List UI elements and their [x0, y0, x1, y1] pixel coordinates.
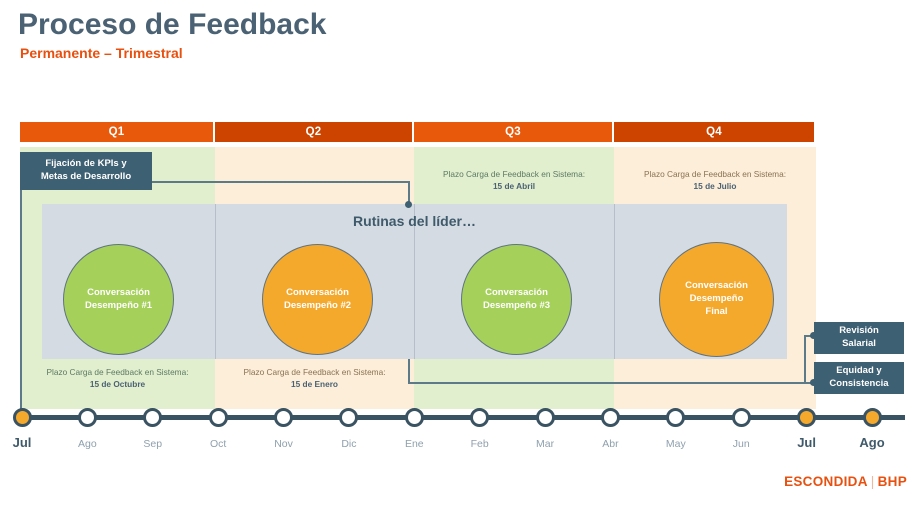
deadline-date: 15 de Octubre — [89, 379, 146, 390]
circle-title: Conversación — [286, 286, 349, 298]
timeline-label-may-10: May — [665, 438, 686, 450]
conversation-circle-4[interactable]: Conversación Desempeño Final — [659, 242, 774, 357]
deadline-text: Plazo Carga de Feedback en Sistema: — [243, 367, 386, 377]
callout-line2: Metas de Desarrollo — [40, 171, 132, 182]
connector-dot-routines — [405, 201, 412, 208]
callout-line1: Revisión — [839, 325, 879, 337]
band-divider-2 — [414, 204, 415, 359]
callout-line2: Consistencia — [829, 378, 889, 389]
circle-subtitle: Desempeño #1 — [84, 299, 153, 311]
timeline-node-mar-8[interactable] — [535, 408, 555, 427]
quarter-header-label: Q2 — [305, 126, 322, 138]
callout-revision-salarial[interactable]: Revisión Salarial — [814, 322, 904, 354]
quarter-header-label: Q4 — [706, 126, 722, 138]
timeline-label-abr-9: Abr — [602, 438, 619, 450]
timeline-label-oct-3: Oct — [209, 438, 227, 450]
timeline-label-jul-12: Jul — [797, 435, 816, 450]
timeline-rail — [20, 415, 905, 420]
circle-title: Conversación — [485, 286, 548, 298]
callout-equidad-consistencia[interactable]: Equidad y Consistencia — [814, 362, 904, 394]
timeline-node-dic-5[interactable] — [339, 408, 359, 427]
timeline-node-sep-2[interactable] — [143, 408, 163, 427]
brand-primary: ESCONDIDA — [784, 474, 868, 489]
band-divider-3 — [614, 204, 615, 359]
connector-band-horizontal — [408, 382, 812, 384]
connector-revision-vertical — [804, 335, 806, 383]
deadline-text: Plazo Carga de Feedback en Sistema: — [643, 169, 787, 179]
deadline-date: 15 de Enero — [290, 379, 339, 390]
callout-line1: Equidad y — [836, 365, 882, 377]
timeline-node-nov-4[interactable] — [274, 408, 294, 427]
page-title: Proceso de Feedback — [18, 8, 327, 41]
circle-subtitle: Desempeño #2 — [283, 299, 352, 311]
deadline-q4-top: Plazo Carga de Feedback en Sistema: 15 d… — [614, 168, 816, 193]
deadline-date: 15 de Julio — [693, 181, 737, 192]
timeline-node-jul-12[interactable] — [797, 408, 817, 427]
connector-dot-equidad — [810, 379, 817, 386]
timeline-label-ago-1: Ago — [78, 438, 97, 450]
quarter-header-label: Q1 — [108, 126, 125, 138]
timeline-node-ago-13[interactable] — [862, 408, 882, 427]
timeline-node-feb-7[interactable] — [470, 408, 490, 427]
timeline-node-abr-9[interactable] — [600, 408, 620, 427]
circle-subtitle: Desempeño — [689, 293, 744, 305]
conversation-circle-2[interactable]: Conversación Desempeño #2 — [262, 244, 373, 355]
deadline-text: Plazo Carga de Feedback en Sistema: — [442, 169, 586, 179]
timeline-label-ago-13: Ago — [859, 435, 885, 450]
deadline-q2-bottom: Plazo Carga de Feedback en Sistema: 15 d… — [215, 366, 414, 391]
timeline-node-may-10[interactable] — [666, 408, 686, 427]
routines-label: Rutinas del líder… — [353, 213, 476, 229]
band-divider-1 — [215, 204, 216, 359]
timeline-node-jun-11[interactable] — [731, 408, 751, 427]
quarter-header-q1[interactable]: Q1 — [20, 122, 213, 142]
circle-extra: Final — [705, 305, 728, 317]
quarter-header-label: Q3 — [505, 126, 521, 138]
timeline-label-jun-11: Jun — [732, 438, 750, 450]
timeline-node-ene-6[interactable] — [404, 408, 424, 427]
connector-kpi-drop — [408, 181, 410, 205]
deadline-text: Plazo Carga de Feedback en Sistema: — [46, 367, 189, 377]
circle-subtitle: Desempeño #3 — [482, 299, 551, 311]
page-subtitle: Permanente – Trimestral — [20, 45, 183, 61]
callout-kpis[interactable]: Fijación de KPIs y Metas de Desarrollo — [20, 152, 152, 190]
conversation-circle-3[interactable]: Conversación Desempeño #3 — [461, 244, 572, 355]
timeline-label-feb-7: Feb — [470, 438, 489, 450]
connector-band-drop — [408, 359, 410, 383]
timeline-label-jul-0: Jul — [12, 435, 32, 450]
deadline-q1-bottom: Plazo Carga de Feedback en Sistema: 15 d… — [20, 366, 215, 391]
quarter-header-q4[interactable]: Q4 — [614, 122, 814, 142]
deadline-q3-top: Plazo Carga de Feedback en Sistema: 15 d… — [414, 168, 614, 193]
brand-secondary: BHP — [877, 474, 907, 489]
timeline-label-mar-8: Mar — [536, 438, 555, 450]
timeline-node-jul-0[interactable] — [12, 408, 32, 427]
deadline-date: 15 de Abril — [492, 181, 536, 192]
connector-kpi-horizontal — [152, 181, 410, 183]
quarter-header-q3[interactable]: Q3 — [414, 122, 612, 142]
brand-separator: | — [870, 474, 875, 489]
timeline-label-nov-4: Nov — [274, 438, 293, 450]
brand-logo: ESCONDIDA | BHP — [784, 474, 907, 489]
circle-title: Conversación — [87, 286, 150, 298]
callout-line1: Fijación de KPIs y — [45, 158, 127, 170]
circle-title: Conversación — [685, 280, 748, 292]
timeline-node-oct-3[interactable] — [208, 408, 228, 427]
timeline-label-ene-6: Ene — [404, 438, 424, 450]
conversation-circle-1[interactable]: Conversación Desempeño #1 — [63, 244, 174, 355]
connector-kpi-vertical — [20, 190, 22, 417]
timeline-label-dic-5: Dic — [341, 438, 357, 450]
timeline-label-sep-2: Sep — [143, 438, 163, 450]
quarter-header-q2[interactable]: Q2 — [215, 122, 412, 142]
callout-line2: Salarial — [842, 338, 876, 349]
timeline-node-ago-1[interactable] — [77, 408, 97, 427]
connector-dot-revision — [810, 332, 817, 339]
